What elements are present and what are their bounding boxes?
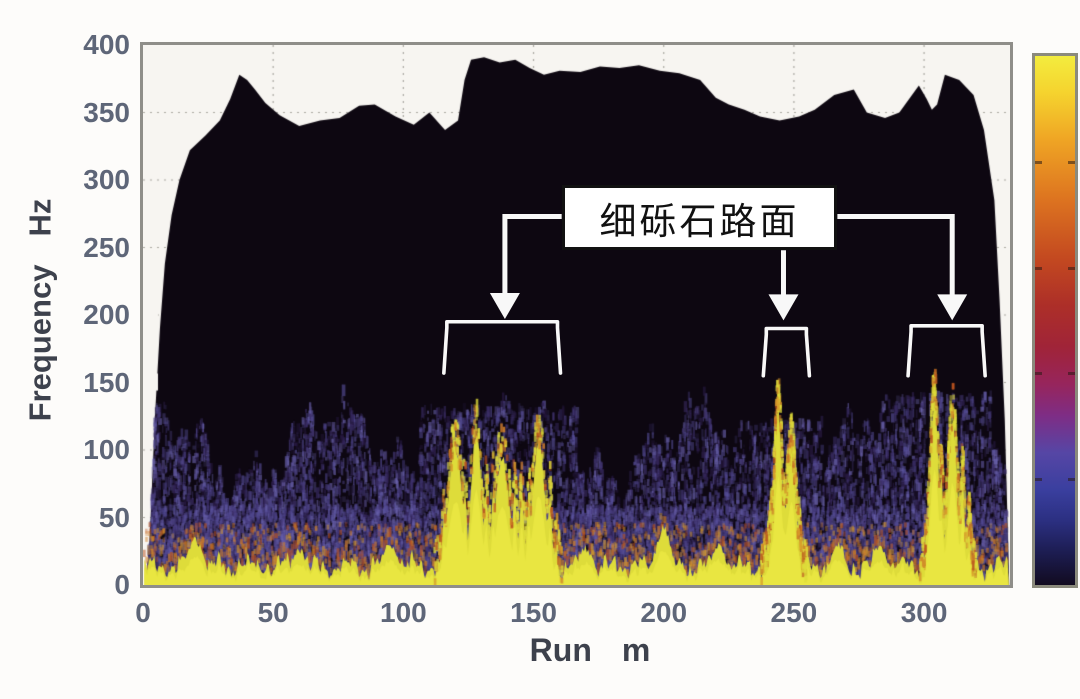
y-tick-label: 150: [83, 366, 130, 398]
y-tick-label: 400: [83, 29, 130, 60]
colorbar-tick: [1068, 478, 1075, 482]
spectrogram-canvas: [143, 45, 1010, 585]
colorbar-tick: [1035, 266, 1042, 270]
range-bracket: [906, 323, 987, 378]
x-tick-label: 0: [135, 597, 151, 628]
range-bracket: [442, 319, 563, 375]
y-tick-label: 250: [83, 231, 130, 263]
y-tick-label: 0: [114, 569, 130, 600]
x-tick-label: 200: [640, 597, 688, 628]
annotation-label: 细砾石路面: [599, 200, 800, 242]
y-tick-label: 350: [83, 96, 130, 128]
x-tick-label: 50: [257, 597, 289, 628]
x-tick-label: 100: [380, 597, 427, 628]
colorbar-tick: [1068, 266, 1075, 270]
y-tick-label: 300: [83, 164, 130, 195]
colorbar-tick: [1035, 372, 1042, 376]
x-axis-label: Run m: [430, 632, 750, 669]
x-tick-label: 150: [510, 597, 557, 628]
plot-area: 细砾石路面: [140, 42, 1013, 588]
arrow-down-icon: [937, 294, 968, 321]
x-tick-label: 300: [900, 597, 948, 628]
x-axis-label-text: Run: [529, 632, 592, 668]
annotation-box: 细砾石路面: [561, 185, 838, 251]
colorbar-tick: [1068, 372, 1075, 376]
annotation-overlay: [442, 213, 987, 378]
y-tick-label: 50: [98, 501, 130, 533]
x-axis-unit: m: [621, 632, 651, 668]
colorbar-tick: [1068, 160, 1075, 164]
y-tick-label: 200: [83, 299, 130, 330]
y-tick-label: 100: [83, 434, 130, 465]
colorbar: [1032, 53, 1078, 588]
arrow-down-icon: [768, 294, 799, 321]
range-bracket: [761, 326, 812, 378]
annotation-connector: [502, 213, 562, 296]
arrow-down-icon: [489, 293, 520, 320]
x-tick-label: 250: [770, 597, 818, 628]
colorbar-tick: [1035, 478, 1042, 482]
colorbar-tick: [1035, 160, 1042, 164]
annotation-connector: [837, 213, 955, 297]
